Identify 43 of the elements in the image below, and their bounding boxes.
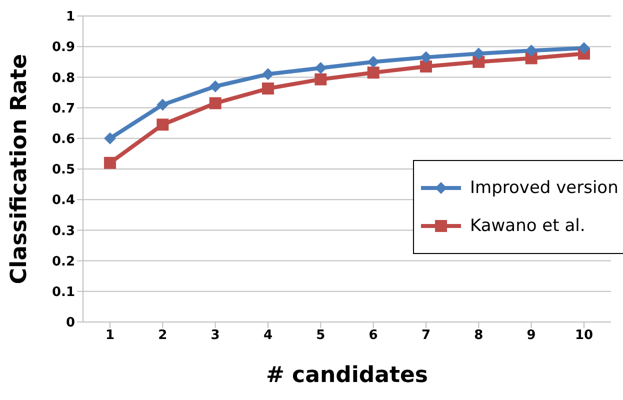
point bbox=[209, 97, 222, 110]
y-tick-label: 0.9 bbox=[52, 40, 75, 56]
x-tick-label: 6 bbox=[368, 328, 378, 344]
point bbox=[420, 51, 432, 64]
y-tick-label: 0.3 bbox=[52, 224, 75, 239]
y-tick-label: 1 bbox=[66, 10, 75, 25]
legend-label: Improved version bbox=[470, 178, 618, 198]
x-tick-label: 7 bbox=[421, 328, 431, 344]
y-tick-label: 0.6 bbox=[52, 132, 75, 148]
point bbox=[209, 80, 222, 92]
point bbox=[472, 48, 485, 60]
point bbox=[420, 60, 432, 72]
x-tick-label: 5 bbox=[316, 328, 326, 344]
x-tick-label: 9 bbox=[526, 328, 536, 344]
y-tick-label: 0.7 bbox=[52, 101, 75, 116]
x-tick-label: 8 bbox=[474, 328, 484, 344]
x-tick-label: 10 bbox=[574, 328, 594, 344]
point bbox=[314, 73, 327, 86]
legend-label: Kawano et al. bbox=[470, 216, 586, 236]
x-tick-label: 1 bbox=[105, 328, 115, 344]
y-tick-label: 0.2 bbox=[52, 254, 75, 270]
y-tick-label: 0.1 bbox=[52, 285, 75, 300]
x-axis-title: # candidates bbox=[266, 363, 428, 388]
x-tick-label: 2 bbox=[158, 328, 168, 344]
x-tick-label: 4 bbox=[263, 328, 273, 344]
point bbox=[262, 82, 274, 95]
point bbox=[472, 56, 485, 68]
y-tick-label: 0.4 bbox=[52, 193, 75, 208]
point bbox=[314, 62, 327, 74]
point bbox=[578, 42, 590, 54]
point bbox=[262, 68, 274, 80]
point bbox=[104, 156, 116, 169]
point bbox=[156, 98, 169, 111]
point bbox=[367, 66, 380, 79]
point bbox=[367, 56, 380, 68]
y-tick-label: 0.5 bbox=[52, 162, 75, 178]
x-tick-label: 3 bbox=[210, 328, 220, 344]
y-axis-title: Classification Rate bbox=[6, 54, 32, 284]
point bbox=[156, 118, 169, 131]
point bbox=[104, 132, 116, 144]
y-tick-label: 0.8 bbox=[52, 70, 75, 86]
point bbox=[525, 44, 538, 57]
y-tick-label: 0 bbox=[66, 316, 75, 331]
